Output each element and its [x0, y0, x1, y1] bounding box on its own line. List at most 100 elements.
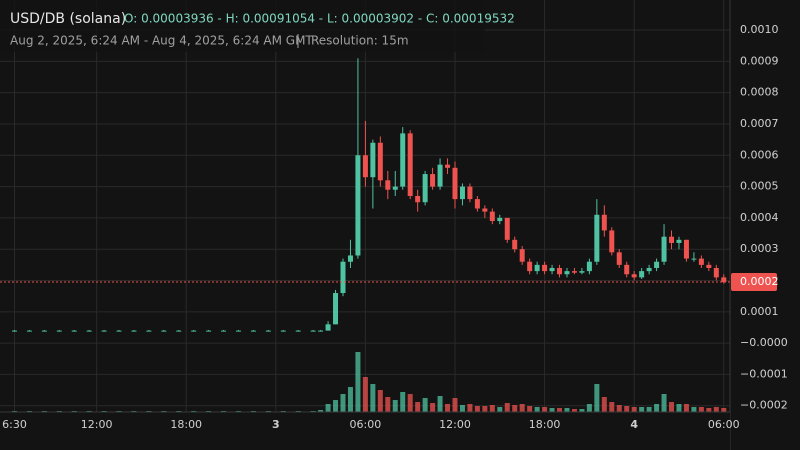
candle-body	[176, 330, 182, 332]
candle-body	[489, 211, 495, 222]
y-tick-label: 0.0008	[740, 86, 779, 99]
volume-bar	[452, 398, 458, 412]
y-tick-label: −0.0002	[740, 399, 788, 412]
candle-body	[146, 330, 152, 332]
x-tick-label: 18:00	[170, 418, 202, 431]
candle-body	[646, 267, 652, 272]
ohlc-summary: O: 0.00003936 - H: 0.00091054 - L: 0.000…	[124, 12, 515, 26]
candle-body	[669, 236, 675, 243]
volume-bar	[713, 407, 719, 412]
volume-bar	[474, 406, 480, 412]
candle-body	[594, 214, 600, 262]
volume-bar	[377, 390, 383, 412]
candle-body	[325, 324, 331, 331]
candle-body	[557, 267, 563, 275]
candle-body	[459, 186, 465, 200]
y-tick-label: −0.0000	[740, 336, 788, 349]
volume-bar	[527, 406, 533, 412]
candle-body	[534, 264, 540, 272]
volume-bar	[631, 407, 637, 412]
volume-bar	[571, 409, 577, 412]
volume-bar	[609, 402, 615, 412]
candle-body	[250, 330, 256, 332]
volume-bar	[467, 404, 473, 412]
volume-bar	[661, 394, 667, 412]
volume-bar	[430, 403, 436, 412]
candle-body	[713, 267, 719, 278]
candle-body	[347, 255, 353, 262]
candle-body	[452, 167, 458, 200]
volume-bar	[691, 407, 697, 412]
candle-body	[422, 174, 428, 203]
volume-bar	[459, 405, 465, 412]
y-tick-label: 0.0004	[740, 211, 779, 224]
candle-body	[564, 271, 570, 275]
last-price-label: 0.0002	[740, 275, 779, 288]
candle-body	[280, 330, 286, 332]
volume-bar	[557, 408, 563, 412]
volume-bar	[586, 404, 592, 412]
x-tick-label: 4	[630, 418, 638, 431]
candle-body	[370, 142, 376, 178]
volume-bar	[422, 398, 428, 412]
candle-body	[86, 330, 92, 332]
volume-bar	[392, 400, 398, 412]
date-range: Aug 2, 2025, 6:24 AM - Aug 4, 2025, 6:24…	[10, 34, 313, 48]
volume-bar	[721, 408, 727, 412]
volume-bar	[706, 408, 712, 412]
y-tick-label: 0.0006	[740, 148, 779, 161]
candle-body	[437, 164, 443, 187]
candle-body	[71, 330, 77, 332]
candle-body	[362, 155, 368, 178]
time-axis-panel	[0, 412, 730, 450]
volume-bar	[579, 409, 585, 412]
candle-body	[676, 239, 682, 243]
volume-bar	[669, 402, 675, 412]
candle-body	[191, 330, 197, 332]
candle-body	[415, 195, 421, 203]
candle-body	[101, 330, 107, 332]
candle-body	[310, 330, 316, 332]
volume-bar	[445, 404, 451, 412]
volume-bar	[639, 407, 645, 412]
y-tick-label: 0.0007	[740, 117, 779, 130]
candle-body	[639, 271, 645, 278]
candle-body	[56, 330, 62, 332]
candle-body	[340, 261, 346, 294]
candle-body	[206, 330, 212, 332]
candle-body	[116, 330, 122, 332]
volume-bar	[347, 387, 353, 412]
candle-body	[698, 258, 704, 265]
volume-bar	[362, 377, 368, 412]
volume-bar	[340, 394, 346, 412]
candle-body	[355, 155, 361, 256]
x-tick-label: 12:00	[81, 418, 113, 431]
volume-bar	[594, 384, 600, 412]
volume-bar	[698, 407, 704, 412]
candle-body	[661, 236, 667, 262]
volume-bar	[400, 392, 406, 412]
candle-body	[467, 186, 473, 200]
volume-bar	[683, 404, 689, 412]
last-price-box	[731, 272, 777, 291]
volume-bar	[370, 384, 376, 412]
candle-body	[235, 330, 241, 332]
candle-body	[586, 261, 592, 272]
y-tick-label: −0.0001	[740, 367, 788, 380]
volume-bar	[534, 407, 540, 412]
y-tick-label: 0.0010	[740, 23, 779, 36]
candle-body	[333, 293, 339, 325]
candle-body	[430, 174, 436, 187]
candle-body	[377, 142, 383, 181]
volume-bar	[676, 404, 682, 412]
price-axis-panel	[730, 0, 800, 450]
resolution: Resolution: 15m	[311, 34, 409, 48]
candle-body	[318, 330, 324, 332]
candle-body	[11, 330, 17, 332]
candle-body	[26, 330, 32, 332]
volume-bar	[549, 408, 555, 412]
candle-layer	[11, 58, 727, 332]
candle-body	[579, 271, 585, 273]
